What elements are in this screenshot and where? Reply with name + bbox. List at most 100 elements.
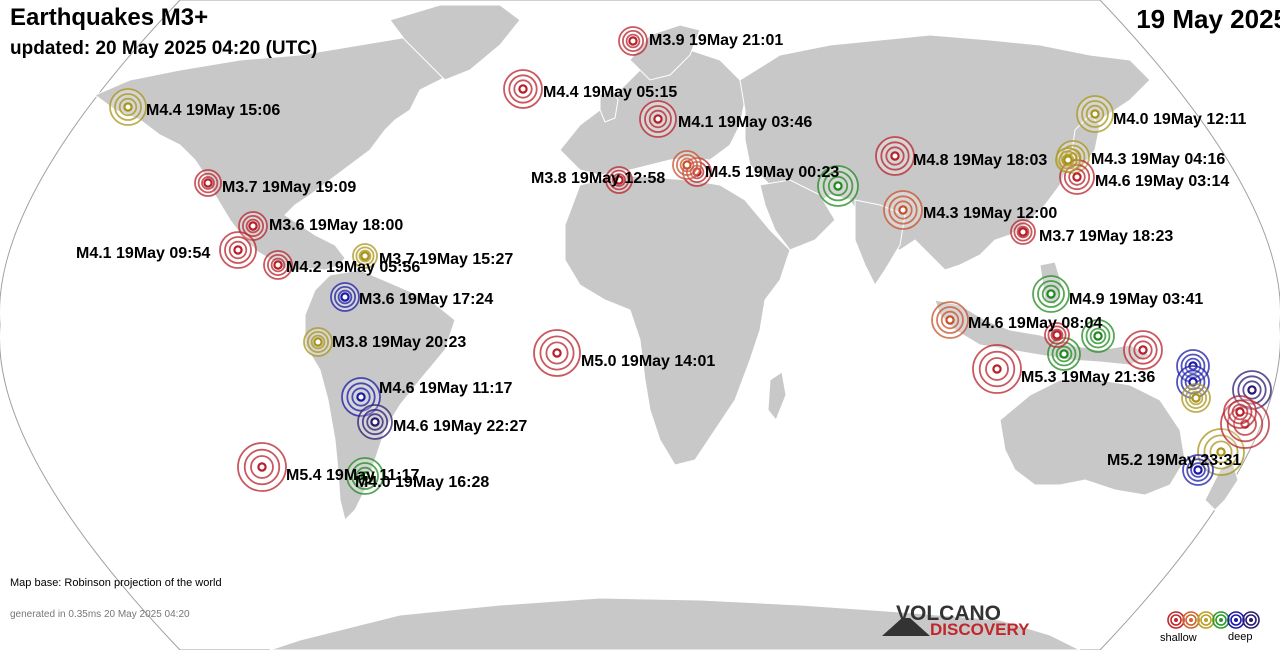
quake-marker[interactable] <box>1223 395 1257 429</box>
quake-ring <box>679 157 695 173</box>
quake-marker[interactable] <box>352 243 378 269</box>
quake-marker[interactable] <box>1055 147 1081 173</box>
quake-marker[interactable] <box>1032 275 1070 313</box>
quake-ring <box>893 200 913 220</box>
quake-ring <box>118 97 138 117</box>
quake-ring <box>1085 323 1111 349</box>
quake-marker[interactable] <box>1182 454 1214 486</box>
quake-ring <box>1051 341 1077 367</box>
quake-ring <box>539 335 575 371</box>
quake-marker[interactable] <box>618 26 648 56</box>
quake-marker[interactable] <box>503 69 543 109</box>
generated-note: generated in 0.35ms 20 May 2025 04:20 <box>10 609 190 620</box>
quake-label: M4.6 19May 03:14 <box>1095 173 1229 190</box>
quake-ring <box>644 105 672 133</box>
quake-marker[interactable] <box>109 88 147 126</box>
quake-center <box>233 245 243 255</box>
quake-marker[interactable] <box>1081 319 1115 353</box>
quake-center <box>1046 289 1056 299</box>
quake-ring <box>333 285 356 308</box>
quake-ring <box>366 413 384 431</box>
quake-marker[interactable] <box>330 282 360 312</box>
legend-ring <box>1167 611 1185 629</box>
quake-marker[interactable] <box>931 301 969 339</box>
quake-layer: M3.9 19May 21:01 M4.4 19May 05:15 M4.4 19M… <box>76 26 1272 495</box>
quake-marker[interactable] <box>303 327 333 357</box>
depth-legend: shallow deep <box>1160 608 1270 648</box>
quake-marker[interactable] <box>194 169 222 197</box>
quake-center <box>1052 330 1062 340</box>
quake-marker[interactable] <box>883 190 923 230</box>
antarctica <box>269 597 1081 650</box>
quake-marker[interactable] <box>1047 337 1081 371</box>
quake-marker[interactable] <box>875 136 915 176</box>
quake-ring <box>224 236 252 264</box>
quake-center <box>1193 465 1203 475</box>
quake-marker[interactable] <box>817 165 859 207</box>
quake-label: M4.4 19May 05:15 <box>543 84 677 101</box>
quake-marker[interactable] <box>639 100 677 138</box>
quake-center <box>1072 172 1082 182</box>
quake-marker[interactable] <box>357 404 393 440</box>
quake-ring <box>822 170 854 202</box>
quake-ring <box>1186 458 1210 482</box>
quake-center <box>614 175 624 185</box>
quake-ring <box>880 141 910 171</box>
quake-label: M3.6 19May 18:00 <box>269 217 403 234</box>
india <box>854 199 906 286</box>
legend-ring <box>1197 611 1215 629</box>
quake-ring <box>612 173 626 187</box>
quake-ring <box>1180 369 1206 395</box>
quake-ring <box>885 146 905 166</box>
quake-ring <box>1185 386 1208 409</box>
quake-ring <box>355 466 375 486</box>
quake-marker[interactable] <box>341 377 381 417</box>
quake-ring <box>197 172 219 194</box>
quake-marker[interactable] <box>1181 383 1211 413</box>
quake-ring <box>1227 399 1253 425</box>
quake-center <box>1090 109 1100 119</box>
quake-marker[interactable] <box>263 250 293 280</box>
quake-ring <box>1013 222 1033 242</box>
quake-label: M4.4 19May 15:06 <box>146 102 280 119</box>
quake-marker[interactable] <box>1010 219 1036 245</box>
quake-center <box>682 160 692 170</box>
quake-ring <box>676 153 699 176</box>
quake-ring <box>1050 328 1064 342</box>
quake-ring <box>1190 462 1206 478</box>
quake-label: M4.9 19May 03:41 <box>1069 291 1203 308</box>
quake-label: M4.5 19May 00:23 <box>705 164 839 181</box>
quake-ring <box>1061 153 1075 167</box>
quake-marker[interactable] <box>533 329 581 377</box>
quake-ring <box>622 29 645 53</box>
quake-ring <box>1231 403 1249 421</box>
quake-marker[interactable] <box>346 457 384 495</box>
quake-marker[interactable] <box>1123 330 1163 370</box>
quake-ring <box>1047 325 1067 345</box>
quake-marker[interactable] <box>1076 95 1114 133</box>
quake-label: M4.1 19May 03:46 <box>678 114 812 131</box>
quake-marker[interactable] <box>972 344 1022 394</box>
quake-ring <box>351 462 379 490</box>
legend-rings <box>1167 611 1260 629</box>
updated-timestamp: updated: 20 May 2025 04:20 (UTC) <box>10 38 318 59</box>
legend-shallow-label: shallow <box>1160 632 1197 644</box>
quake-label: M4.6 19May 22:27 <box>393 418 527 435</box>
quake-marker[interactable] <box>605 166 633 194</box>
quake-center <box>1063 155 1073 165</box>
quake-label: M4.8 19May 18:03 <box>913 152 1047 169</box>
quake-marker[interactable] <box>219 231 257 269</box>
quake-ring <box>270 257 286 273</box>
quake-center <box>552 348 562 358</box>
quake-ring <box>337 289 353 305</box>
quake-label: M5.2 19May 23:31 <box>1107 452 1241 469</box>
quake-marker[interactable] <box>1044 322 1070 348</box>
quake-marker[interactable] <box>237 442 287 492</box>
quake-marker[interactable] <box>672 150 702 180</box>
britain <box>599 87 619 123</box>
quake-center <box>248 221 258 231</box>
australia <box>999 379 1186 496</box>
quake-label: M4.3 19May 04:16 <box>1091 151 1225 168</box>
volcano-discovery-logo[interactable]: VOLCANO DISCOVERY <box>880 602 1040 642</box>
